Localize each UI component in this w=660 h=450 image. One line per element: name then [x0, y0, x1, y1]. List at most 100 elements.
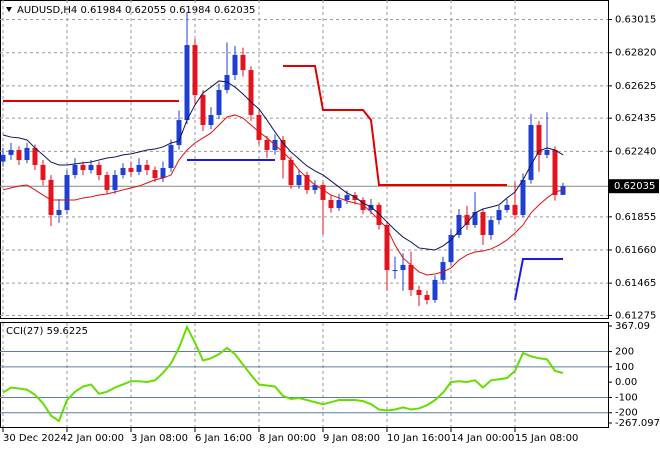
candle-body — [8, 149, 14, 155]
candle-body — [384, 224, 390, 271]
y-tick-label: 0.61660 — [615, 245, 656, 256]
x-tick-label: 15 Jan 08:00 — [515, 433, 578, 444]
y-tick-label: 0.62240 — [615, 146, 656, 157]
candle-body — [544, 149, 550, 155]
candle-body — [344, 195, 350, 200]
x-tick-label: 30 Dec 2024 — [3, 433, 67, 444]
cci-line — [2, 324, 564, 423]
x-tick-label: 8 Jan 00:00 — [259, 433, 316, 444]
candle-body — [256, 114, 262, 140]
candle-body — [312, 185, 318, 190]
main-panel — [0, 0, 609, 319]
y-tick-label: -100 — [615, 392, 638, 403]
candle-body — [120, 168, 126, 175]
x-tick-label: 2 Jan 00:00 — [67, 433, 124, 444]
candle-body — [432, 279, 438, 300]
x-tick-label: 3 Jan 08:00 — [131, 433, 188, 444]
chart-title: AUDUSD,H4 0.61984 0.62055 0.61984 0.6203… — [17, 5, 255, 16]
candle-body — [416, 289, 422, 296]
y-tick-label: 0.63015 — [615, 15, 656, 26]
x-tick-label: 14 Jan 00:00 — [451, 433, 514, 444]
candle-body — [168, 145, 174, 169]
candle-body — [264, 139, 270, 150]
candle-body — [440, 262, 446, 280]
candle-body — [72, 164, 78, 175]
last-price-label: 0.62035 — [614, 181, 655, 192]
candle-body — [280, 139, 286, 161]
candle-body — [504, 204, 510, 211]
candle-body — [48, 179, 54, 215]
y-tick-label: 0.00 — [615, 377, 637, 388]
candle-body — [0, 154, 6, 162]
x-tick-label: 6 Jan 16:00 — [195, 433, 252, 444]
candle-body — [184, 45, 190, 121]
candle-body — [456, 214, 462, 236]
candle-body — [208, 114, 214, 125]
candle-body — [144, 164, 150, 171]
x-tick-label: 10 Jan 16:00 — [387, 433, 450, 444]
candle-body — [112, 174, 118, 190]
candle-body — [176, 120, 182, 146]
candle-body — [80, 164, 86, 171]
candle-body — [376, 204, 382, 225]
candle-body — [40, 164, 46, 180]
candle-body — [320, 185, 326, 200]
indicator-line — [2, 114, 564, 276]
candle-body — [464, 214, 470, 225]
indicator-label: CCI(27) 59.6225 — [6, 326, 88, 337]
y-tick-label: 0.61465 — [615, 278, 656, 289]
y-tick-label: 367.09 — [615, 321, 650, 332]
candle-body — [232, 54, 238, 75]
candle-body — [248, 70, 254, 115]
indicator-line — [2, 80, 564, 251]
candle-body — [392, 270, 398, 272]
candle-body — [128, 168, 134, 172]
indicator-line — [283, 64, 507, 187]
menu-icon — [6, 7, 12, 12]
y-tick-label: -200 — [615, 408, 638, 419]
candle-body — [200, 95, 206, 125]
candle-body — [240, 54, 246, 71]
y-tick-label: 0.61855 — [615, 212, 656, 223]
candle-body — [296, 174, 302, 186]
candle-body — [424, 295, 430, 300]
candle-body — [56, 210, 62, 215]
candle-body — [192, 45, 198, 96]
candle-body — [528, 124, 534, 180]
x-tick-label: 9 Jan 08:00 — [323, 433, 380, 444]
candle-body — [24, 147, 30, 161]
candle-body — [96, 164, 102, 175]
y-tick-label: 200 — [615, 347, 634, 358]
y-tick-label: 0.62820 — [615, 48, 656, 59]
candle-body — [496, 210, 502, 221]
candle-body — [152, 170, 158, 179]
candle-body — [32, 147, 38, 165]
candle-body — [336, 199, 342, 208]
y-tick-label: 0.61275 — [615, 310, 656, 321]
candle-body — [536, 124, 542, 155]
candle-body — [472, 212, 478, 225]
last-price-box — [609, 179, 659, 194]
candle-body — [304, 174, 310, 190]
y-tick-label: 0.62625 — [615, 81, 656, 92]
candle-body — [64, 174, 70, 211]
candle-body — [400, 264, 406, 271]
y-tick-label: 0.62435 — [615, 113, 656, 124]
candle-body — [288, 160, 294, 186]
candle-body — [480, 212, 486, 236]
candle-body — [520, 179, 526, 215]
candle-body — [552, 149, 558, 196]
candle-body — [448, 235, 454, 263]
candle-body — [328, 199, 334, 208]
candle-body — [16, 149, 22, 161]
candle-body — [488, 220, 494, 236]
candle-body — [512, 204, 518, 215]
indicator-line — [514, 257, 563, 301]
candle-body — [408, 264, 414, 290]
y-tick-label: 100 — [615, 362, 634, 373]
y-tick-label: -267.097 — [615, 418, 660, 429]
candle-body — [104, 174, 110, 190]
indicator-panel — [0, 322, 609, 428]
candle-body — [136, 164, 142, 172]
